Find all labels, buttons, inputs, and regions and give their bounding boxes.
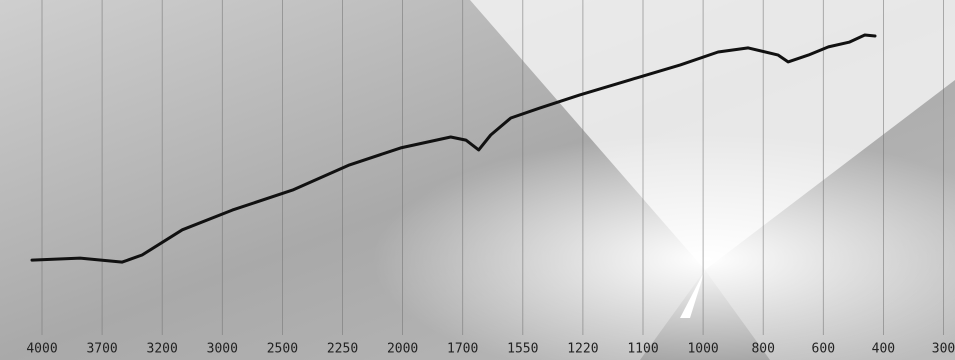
x-tick-label: 2500 bbox=[267, 342, 298, 357]
x-tick-label: 2250 bbox=[327, 342, 358, 357]
x-tick-label: 1000 bbox=[687, 342, 718, 357]
x-tick-label: 2000 bbox=[387, 342, 418, 357]
x-tick-label: 3000 bbox=[207, 342, 238, 357]
x-tick-label: 1220 bbox=[567, 342, 598, 357]
x-tick-label: 300 bbox=[932, 342, 955, 357]
x-tick-label: 400 bbox=[872, 342, 895, 357]
x-tick-label: 1550 bbox=[507, 342, 538, 357]
spectrum-line bbox=[30, 33, 877, 264]
x-tick-label: 600 bbox=[812, 342, 835, 357]
x-tick-label: 4000 bbox=[26, 342, 57, 357]
x-tick-label: 3200 bbox=[147, 342, 178, 357]
x-tick-label: 1100 bbox=[627, 342, 658, 357]
x-tick-label: 3700 bbox=[86, 342, 117, 357]
x-tick-label: 800 bbox=[751, 342, 774, 357]
plot: 4000 3700 3200 3000 2500 2250 2000 1700 1550 1220… bbox=[26, 0, 955, 357]
x-tick-label: 1700 bbox=[447, 342, 478, 357]
